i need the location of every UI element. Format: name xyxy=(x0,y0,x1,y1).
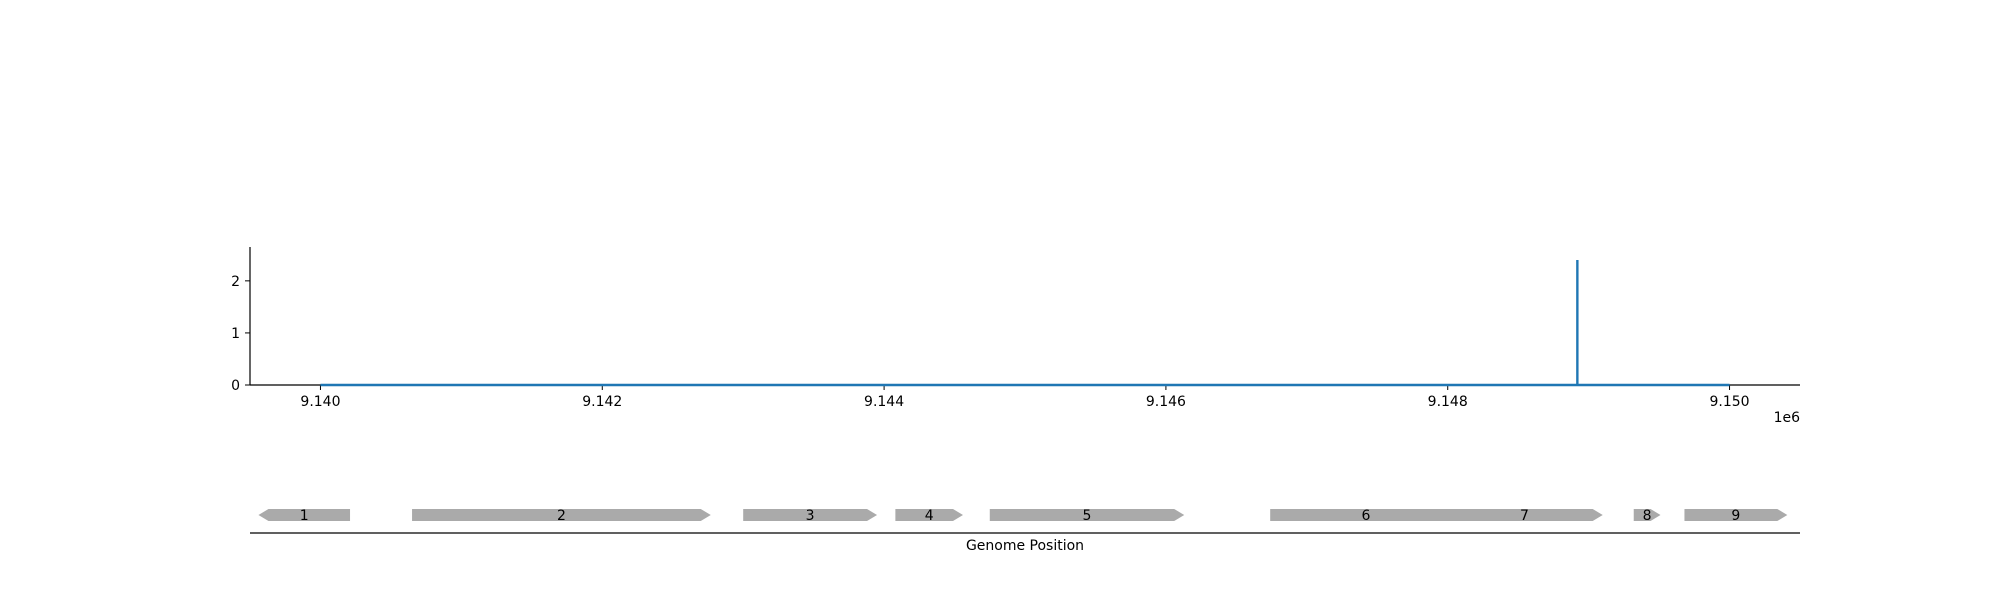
gene-track: 1 2 3 4 5 6 7 8 9 Genome Position xyxy=(250,508,1800,554)
y-tick-label: 2 xyxy=(231,274,240,290)
gene-arrow xyxy=(743,509,878,521)
x-tick-label: 9.144 xyxy=(864,394,904,410)
x-axis-offset-label: 1e6 xyxy=(1774,410,1801,426)
gene-arrow xyxy=(1633,509,1661,521)
gene-arrow xyxy=(258,509,351,521)
x-tick-label: 9.148 xyxy=(1428,394,1468,410)
series-layer xyxy=(320,260,1730,387)
gene-arrow xyxy=(1270,509,1462,521)
x-tick-label: 9.140 xyxy=(300,394,340,410)
gene-arrow xyxy=(989,509,1185,521)
y-tick-label: 0 xyxy=(231,378,240,394)
gene-track-x-label: Genome Position xyxy=(966,538,1084,554)
y-ticks: 0 1 2 xyxy=(231,274,250,394)
x-tick-label: 9.146 xyxy=(1146,394,1186,410)
gene-label: 9 xyxy=(1731,508,1740,524)
gene-label: 8 xyxy=(1643,508,1652,524)
gene-label: 1 xyxy=(300,508,309,524)
gene-arrow xyxy=(1684,509,1788,521)
x-tick-label: 9.150 xyxy=(1709,394,1749,410)
genes-layer: 1 2 3 4 5 6 7 8 9 xyxy=(258,508,1788,524)
gene-label: 6 xyxy=(1362,508,1371,524)
gene-arrow xyxy=(1446,509,1603,521)
coverage-plot: 9.140 9.142 9.144 9.146 9.148 9.150 0 1 2 1e6 xyxy=(231,247,1800,426)
gene-label: 7 xyxy=(1520,508,1529,524)
gene-label: 2 xyxy=(557,508,566,524)
gene-arrow xyxy=(895,509,963,521)
coverage-series-line xyxy=(320,260,1730,387)
y-tick-label: 1 xyxy=(231,326,240,342)
gene-label: 3 xyxy=(806,508,815,524)
gene-arrow xyxy=(412,509,711,521)
x-tick-label: 9.142 xyxy=(582,394,622,410)
gene-label: 4 xyxy=(925,508,934,524)
gene-label: 5 xyxy=(1083,508,1092,524)
x-ticks: 9.140 9.142 9.144 9.146 9.148 9.150 xyxy=(300,385,1750,410)
